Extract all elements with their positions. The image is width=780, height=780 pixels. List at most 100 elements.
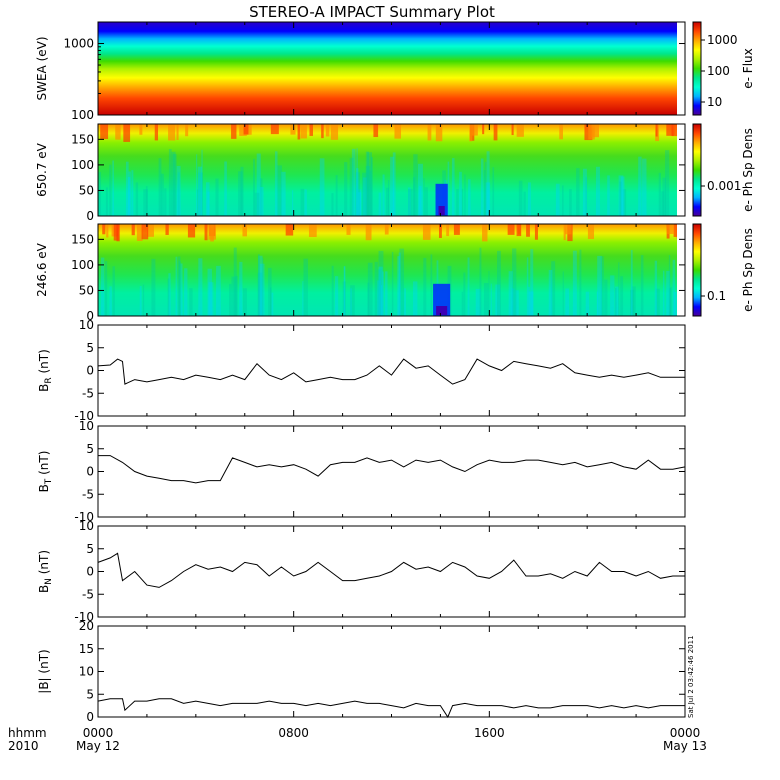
heatmap-pad246-texture — [615, 287, 617, 316]
heatmap-pad650-hot-patch — [154, 124, 159, 141]
heatmap-pad650-texture — [638, 156, 642, 216]
heatmap-pad650-texture — [349, 157, 354, 216]
y-tick-label: 5 — [86, 542, 94, 556]
heatmap-pad650-data-gap — [677, 124, 685, 216]
y-axis-label-swea: SWEA (eV) — [35, 36, 49, 100]
y-tick-label: -10 — [74, 409, 94, 423]
panel-bmag: 20 15 10 5 0 |B| (nT) — [37, 619, 686, 724]
heatmap-pad650-texture — [464, 174, 466, 216]
heatmap-pad650-texture — [355, 172, 360, 216]
heatmap-pad246-texture — [342, 281, 346, 316]
heatmap-pad650-texture — [351, 148, 356, 216]
y-axis-label-bmag: |B| (nT) — [37, 649, 51, 693]
heatmap-pad650-texture — [622, 189, 627, 216]
heatmap-pad650-texture — [207, 191, 210, 216]
panel-pad650: 0.001 e- Ph Sp Dens 0 50 100 150 650.7 eV — [35, 123, 755, 223]
heatmap-pad650-texture — [484, 161, 487, 216]
heatmap-pad650-texture — [385, 187, 390, 216]
heatmap-pad650-texture — [382, 174, 385, 216]
heatmap-pad246-texture — [413, 281, 418, 316]
y-axis-label-bn: BN (nT) — [37, 550, 54, 593]
heatmap-pad650-hot-patch — [591, 124, 599, 138]
heatmap-pad650-texture — [417, 163, 423, 216]
heatmap-pad246-texture — [233, 247, 237, 316]
heatmap-pad246-hot-patch — [242, 224, 247, 237]
heatmap-pad650-texture — [362, 172, 367, 216]
heatmap-pad650-texture — [356, 168, 359, 216]
heatmap-pad246-texture — [178, 261, 181, 316]
heatmap-pad246-texture — [343, 266, 345, 316]
colorbar-tick-label: 1000 — [707, 33, 738, 47]
heatmap-pad246-texture — [104, 260, 108, 316]
heatmap-pad246-texture — [262, 257, 264, 316]
heatmap-pad650-texture — [331, 192, 334, 216]
heatmap-pad246-texture — [654, 260, 658, 316]
y-tick-label: 20 — [79, 619, 94, 633]
heatmap-pad650-texture — [198, 172, 203, 216]
heatmap-pad246-data-gap — [677, 224, 685, 316]
heatmap-pad246-texture — [662, 270, 665, 316]
heatmap-pad246-hot-patch — [453, 224, 460, 235]
heatmap-pad246-texture — [377, 280, 382, 316]
y-tick-label: 0 — [86, 309, 94, 323]
panel-bt: 10 5 0 -5 -10 BT (nT) — [37, 419, 686, 524]
heatmap-pad650-texture — [168, 149, 172, 216]
heatmap-pad650-texture — [486, 151, 490, 216]
heatmap-pad650-texture — [419, 185, 422, 216]
heatmap-pad650-texture — [260, 186, 264, 216]
heatmap-pad246-texture — [257, 254, 260, 316]
series-line-bt — [98, 455, 686, 484]
heatmap-pad650-texture — [240, 166, 244, 216]
heatmap-pad246-hot-patch — [102, 224, 106, 235]
y-tick-label: 5 — [86, 341, 94, 355]
colorbar-swea — [692, 21, 702, 116]
heatmap-pad650-texture — [177, 172, 180, 216]
heatmap-pad246-texture — [512, 248, 517, 316]
time-axis-year: 2010 — [8, 739, 39, 753]
heatmap-pad246-texture — [475, 288, 481, 316]
heatmap-pad246-hot-patch — [208, 224, 216, 240]
y-tick-label: 150 — [71, 232, 94, 246]
heatmap-pad246-texture — [430, 254, 433, 316]
heatmap-pad246-hot-patch — [482, 224, 488, 242]
heatmap-pad246-hot-patch — [587, 224, 595, 240]
colorbar-pad246 — [692, 223, 702, 317]
heatmap-pad650-texture — [254, 192, 260, 216]
heatmap-pad246-texture — [198, 258, 203, 316]
heatmap-pad650-texture — [160, 173, 164, 216]
heatmap-pad650-texture — [300, 188, 305, 216]
heatmap-pad246-texture — [239, 261, 243, 316]
heatmap-pad650-texture — [468, 179, 471, 216]
heatmap-pad246-hot-patch — [131, 224, 135, 236]
colorbar-pad650 — [692, 123, 702, 217]
heatmap-pad246-texture — [231, 276, 237, 316]
heatmap-pad246-texture — [479, 247, 482, 316]
heatmap-pad246-hot-patch — [136, 224, 143, 241]
heatmap-pad650-hot-patch — [671, 124, 680, 137]
y-axis-label-bt: BT (nT) — [37, 451, 54, 493]
heatmap-pad246-texture — [668, 288, 671, 316]
heatmap-pad650-texture — [319, 158, 325, 216]
panel-bn: 10 5 0 -5 -10 BN (nT) — [37, 519, 686, 624]
heatmap-pad246-texture — [180, 263, 183, 316]
heatmap-pad650-texture — [408, 187, 411, 216]
heatmap-pad246-texture — [367, 262, 373, 316]
heatmap-pad246-texture — [551, 261, 556, 316]
heatmap-pad650-hot-patch — [666, 124, 674, 136]
heatmap-pad246-texture — [630, 289, 635, 316]
heatmap-pad650-texture — [483, 170, 486, 216]
heatmap-pad650-hot-patch — [373, 124, 379, 138]
heatmap-pad650-texture — [292, 190, 294, 216]
heatmap-pad246-texture — [666, 270, 670, 316]
series-line-bn — [97, 552, 685, 588]
heatmap-pad650-texture — [143, 189, 148, 216]
y-axis-label-pad246: 246.6 eV — [35, 242, 49, 297]
heatmap-pad246-texture — [515, 290, 519, 316]
heatmap-pad246-hot-patch — [384, 224, 389, 235]
heatmap-pad650-texture — [128, 171, 131, 216]
heatmap-pad650-texture — [423, 178, 425, 216]
heatmap-pad650-texture — [112, 160, 114, 216]
heatmap-pad246-hot-patch — [365, 224, 372, 241]
